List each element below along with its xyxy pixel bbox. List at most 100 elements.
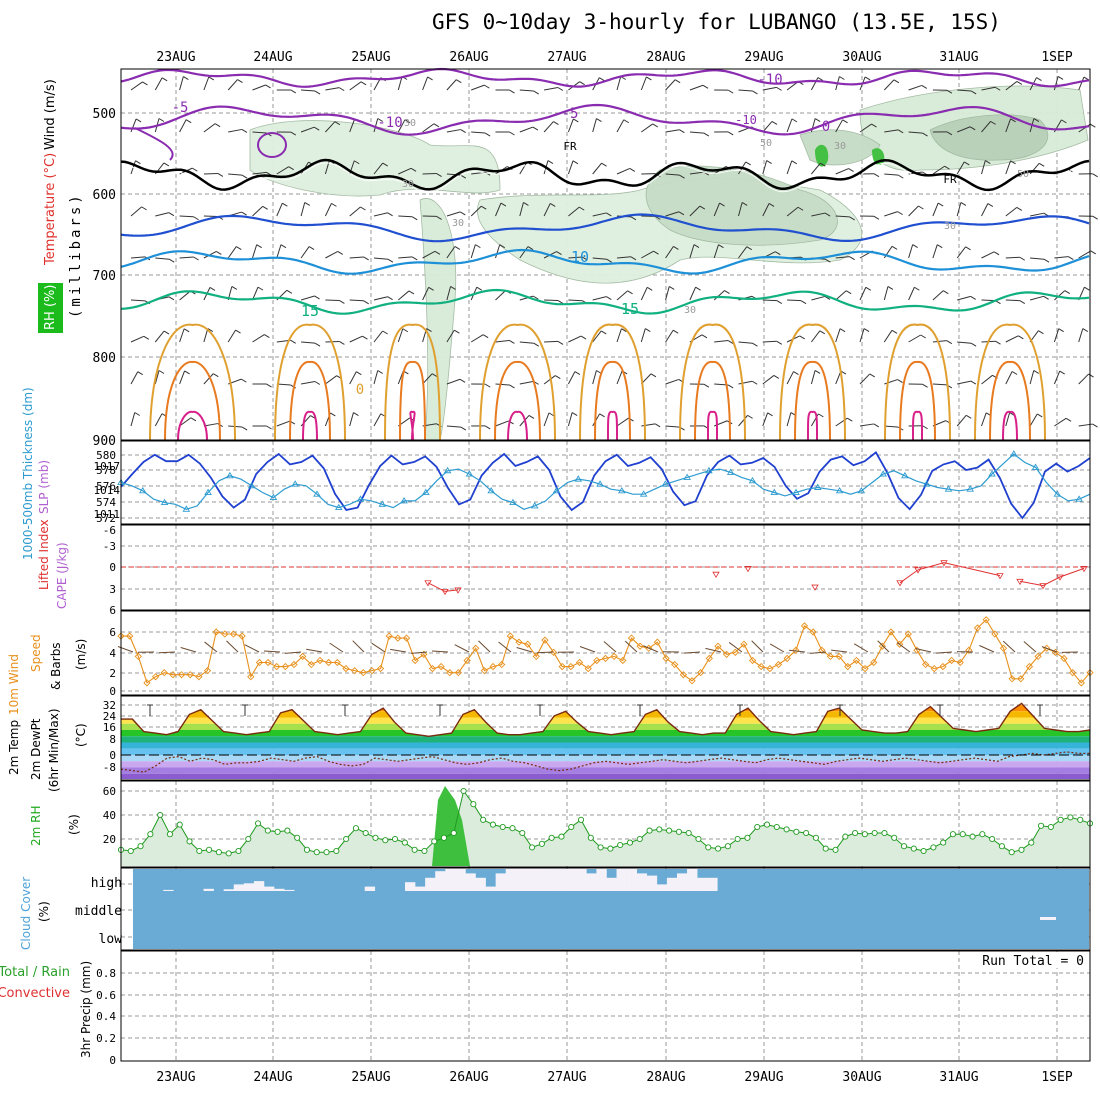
thickness-point [857,486,866,494]
wind-barb-flag [606,258,612,263]
wind-barb-flag [579,81,585,86]
wind-barb [713,244,719,259]
wind-barb-flag [776,340,783,345]
wind-barb [835,290,847,301]
precip-tick: 0.4 [96,1010,116,1023]
wind-barb-flag [873,215,880,220]
wind-barb [422,373,433,385]
wind-barb-10m [684,651,701,654]
wind-barb-flag [944,165,950,170]
rh2m-point [519,829,526,837]
wind-barb-10m [705,647,722,653]
rh2m-point [431,838,438,845]
wind-speed-point [385,632,393,640]
date-label-top: 25AUG [351,50,390,65]
wind-barb-flag [141,206,147,211]
wind-barb-flag [288,166,294,171]
wind-barb-10m [390,648,407,653]
wind-barb-flag [646,286,653,291]
cloud-high-bar [485,886,496,891]
wind-barb-flag [557,340,564,345]
wind-barb-flag [161,77,168,82]
wind-barb-flag [839,328,846,333]
rh-shading [929,114,1049,161]
rh2m-labels: 2m RH (%) [29,806,81,847]
date-label-bottom: 25AUG [351,1070,390,1085]
rh2m-point [685,829,692,837]
cloud-high-bar [515,869,527,891]
wind-barb [203,423,218,427]
contour-label: 50 [760,138,772,149]
lifted-index-line [1019,567,1085,587]
wind-barb-flag [871,123,877,128]
wind-barb-flag [387,212,393,217]
wind-barb [519,341,534,344]
wind-tick: 6 [109,626,116,639]
cloud-high-bar [233,884,245,891]
rh2m-point [333,847,340,855]
lifted-index-point [454,587,462,594]
wind-barb-flag [724,290,730,294]
wind-barb [665,129,680,133]
wind-speed-point [1051,648,1060,656]
wind-barb [446,378,461,385]
wind-barb-flag [773,375,780,379]
wind-barb-flag [751,380,758,385]
thickness-point [269,493,278,500]
wind-barb [349,81,362,91]
lifted-index-point [996,573,1004,580]
wind-barb-10m [454,644,470,653]
contour-label: 30 [834,141,846,152]
wind-barb [665,286,670,301]
cloud-frame [120,867,1091,951]
wind-barb-flag [741,202,748,206]
rh2m-point [763,821,771,828]
wind-speed-point [1008,675,1016,683]
wind-speed-point [688,677,696,685]
rh2m-point [587,834,594,841]
wind-barb-flag [912,244,918,249]
wind-speed-point [671,660,679,669]
wind-barb-flag [970,342,977,347]
wind-barb-10m [624,640,638,653]
wind-barb-flag [985,160,991,164]
wind-barb-flag [241,378,247,383]
wind-barb [811,295,826,301]
wind-barb [203,172,218,175]
wind-barb [373,212,388,217]
wind-barb-10m [352,640,365,653]
cloud-high-bar [586,873,597,891]
wind-barb [227,79,238,91]
lifted-index-line [427,582,459,592]
cloud-high-bar [707,877,718,891]
wind-barb-10m [1023,641,1037,653]
wind-barb-10m [579,646,596,653]
wind-barb [665,211,680,217]
cloud-high-bar [435,871,446,891]
wind-barb [252,131,267,134]
thickness-tick: 576 [96,480,116,493]
wind-barb-flag [480,205,487,210]
wind-barb [300,126,315,133]
wind-barb-10m [478,640,491,653]
wind-barb-flag [241,211,247,216]
wind-barb-flag [727,340,734,344]
wind-barb [738,246,748,259]
thickness-point [661,480,670,487]
rh2m-point [254,820,262,827]
wind-speed-point [143,679,151,687]
wind-barb-flag [993,251,1000,256]
wind-barb-flag [897,129,904,134]
wind-speed-point [982,616,990,624]
cloud-high-bar [687,869,698,891]
wind-barb-flag [158,118,165,122]
wind-barb [397,328,404,343]
rh2m-point [313,849,320,856]
wind-barb-flag [1016,81,1023,85]
wind-barb-flag [965,246,971,251]
wind-barb [616,290,628,301]
wind-barb [325,375,337,385]
wind-barb [495,383,510,386]
thickness-point [509,498,517,506]
thickness-point [639,490,648,497]
